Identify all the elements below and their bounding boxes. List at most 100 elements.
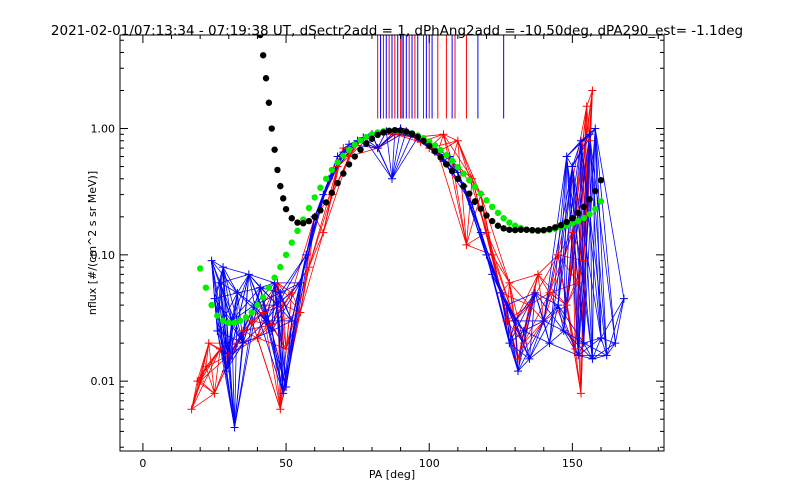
blue-data-point-52 [496, 288, 505, 297]
blue-connect-line-2-9 [216, 292, 238, 332]
blue-connect-line-69-74 [589, 134, 616, 344]
blue-connect-line-35-40 [391, 137, 419, 180]
green-fit-point-13 [271, 274, 278, 281]
green-fit-point-7 [237, 317, 244, 325]
blue-data-point-0 [207, 256, 216, 265]
green-fit-point-21 [317, 184, 324, 191]
red-connect-line-5-6 [214, 348, 221, 394]
blue-connect-line-57-61 [523, 330, 550, 344]
blue-connect-line-73-74 [606, 342, 616, 356]
blue-connect-line-54-59 [509, 292, 536, 344]
green-fit-point-22 [322, 175, 330, 182]
blue-connect-line-52-56 [500, 292, 519, 372]
black-fit-point-1 [259, 52, 267, 59]
blue-connect-line-58-60 [529, 320, 545, 360]
green-fit-point-8 [242, 314, 250, 321]
green-fit-point-3 [214, 312, 221, 319]
red-connect-line-12-15 [262, 312, 281, 410]
blue-connect-line-17-22 [277, 282, 301, 306]
red-data-point-19 [296, 308, 305, 317]
green-fit-point-6 [231, 319, 238, 326]
blue-connect-line-13-17 [260, 287, 278, 306]
black-fit-point-55 [546, 225, 553, 233]
black-fit-point-53 [534, 227, 542, 234]
red-connect-line-4-5 [208, 343, 215, 394]
red-data-point-15 [276, 405, 285, 414]
blue-connect-line-9-12 [237, 292, 255, 306]
green-fit-point-42 [437, 146, 444, 154]
black-fit-point-27 [385, 127, 393, 134]
blue-data-point-65 [568, 162, 577, 171]
black-fit-point-21 [351, 153, 358, 160]
blue-connect-line-58-61 [529, 342, 550, 360]
green-fit-point-70 [597, 198, 605, 205]
blue-data-point-9 [233, 288, 242, 297]
red-connect-line-44-49 [480, 194, 510, 283]
green-fit-point-69 [592, 205, 599, 213]
green-fit-point-45 [454, 163, 462, 171]
black-fit-point-8 [280, 195, 287, 202]
black-fit-point-52 [529, 226, 536, 234]
black-fit-point-24 [368, 135, 376, 142]
blue-connect-line-57-59 [523, 292, 536, 332]
blue-connect-line-61-62 [549, 305, 559, 344]
red-data-point-54 [534, 270, 543, 279]
red-connect-line-21-23 [314, 194, 333, 218]
blue-connect-line-70-72 [592, 337, 602, 360]
green-fit-point-46 [460, 170, 467, 177]
chart-title: 2021-02-01/07:13:34 - 07:19:38 UT, dSect… [51, 23, 743, 39]
blue-connect-line-67-68 [580, 140, 585, 344]
green-fit-point-25 [340, 152, 347, 159]
blue-connect-line-65-66 [571, 166, 579, 356]
y-tick-label-0: 0.01 [91, 375, 116, 388]
x-tick-label-1: 50 [279, 457, 293, 470]
blue-connect-line-53-59 [506, 292, 536, 306]
green-fit-point-26 [345, 146, 353, 153]
green-fit-point-0 [196, 265, 204, 272]
black-fit-point-59 [569, 215, 576, 222]
black-fit-point-36 [437, 154, 444, 161]
black-fit-point-29 [397, 127, 404, 134]
y-tick-label-1: 0.10 [91, 249, 116, 262]
blue-data-point-73 [602, 351, 611, 360]
blue-connect-line-70-71 [592, 128, 596, 359]
red-connect-line-0-6 [191, 348, 221, 410]
green-fit-point-17 [294, 227, 301, 235]
blue-connect-line-68-73 [583, 342, 607, 356]
black-fit-point-57 [557, 221, 565, 229]
red-connect-line-19-22 [299, 232, 324, 313]
blue-connect-line-14-15 [265, 320, 273, 332]
red-data-point-17 [282, 344, 291, 353]
blue-connect-line-71-73 [594, 128, 608, 356]
blue-connect-line-10-11 [242, 274, 250, 344]
red-data-point-39 [439, 130, 448, 139]
blue-connect-line-64-65 [566, 156, 573, 167]
blue-connect-line-5-8 [225, 371, 235, 428]
black-fit-point-11 [294, 219, 301, 226]
red-connect-line-5-7 [214, 355, 230, 394]
blue-data-point-11 [244, 270, 253, 279]
red-connect-line-54-57 [537, 254, 559, 275]
black-fit-point-62 [586, 196, 593, 203]
red-data-point-49 [505, 278, 514, 287]
black-fit-point-16 [322, 199, 330, 206]
black-fit-point-42 [471, 198, 479, 205]
blue-data-point-23 [302, 250, 311, 259]
red-connect-line-2-3 [199, 366, 207, 382]
red-connect-line-3-6 [205, 348, 221, 368]
blue-data-point-49 [476, 228, 485, 237]
black-fit-point-22 [357, 146, 364, 153]
blue-connect-line-54-55 [509, 320, 516, 344]
blue-connect-line-54-56 [509, 343, 519, 372]
red-connect-line-60-62 [574, 348, 582, 394]
blue-connect-line-60-62 [543, 304, 559, 322]
blue-connect-line-18-20 [279, 292, 287, 387]
green-fit-point-43 [443, 151, 450, 159]
red-connect-line-14-18 [277, 282, 293, 294]
blue-connect-line-7-12 [231, 304, 255, 322]
red-data-point-52 [519, 339, 528, 348]
blue-connect-line-18-19 [279, 292, 284, 394]
green-fit-point-51 [489, 203, 496, 211]
red-connect-line-56-60 [549, 292, 576, 350]
blue-data-point-2 [213, 326, 222, 335]
